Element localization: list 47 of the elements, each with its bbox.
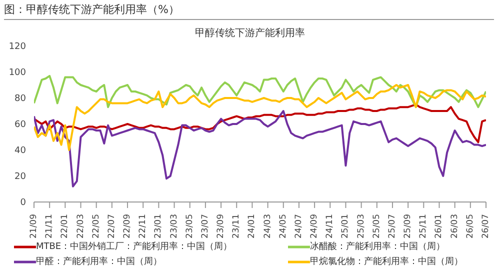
x-tick-label: 22/05: [91, 214, 102, 238]
x-tick-label: 23/07: [200, 214, 210, 238]
x-tick-label: 24/09: [310, 214, 320, 238]
y-tick-label: 20: [14, 172, 26, 182]
line-series: [34, 84, 486, 151]
x-tick-label: 22/01: [60, 214, 70, 238]
y-tick-label: 0: [20, 198, 26, 208]
x-tick-label: 26/07: [481, 214, 491, 238]
x-tick-label: 23/05: [184, 214, 195, 238]
x-tick-label: 26/05: [465, 214, 476, 238]
line-series: [34, 110, 486, 188]
x-tick-label: 25/07: [387, 214, 398, 238]
y-tick-label: 40: [14, 146, 26, 156]
legend-label: MTBE：中国外销工厂：产能利用率：中国（周）: [36, 240, 232, 253]
x-tick-label: 24/03: [262, 214, 273, 238]
chart-subtitle: 甲醇传统下游产能利用率: [194, 26, 306, 40]
x-tick-label: 23/01: [154, 214, 164, 238]
x-tick-label: 24/11: [325, 214, 336, 238]
x-tick-label: 22/03: [76, 214, 86, 238]
legend-label: 冰醋酸：产能利用率：中国（周）: [310, 240, 445, 253]
x-tick-label: 22/11: [138, 214, 148, 238]
legend-label: 甲醛：产能利用率：中国（周）: [36, 256, 162, 268]
x-tick-label: 25/05: [372, 214, 382, 238]
x-tick-label: 25/03: [356, 214, 366, 238]
y-tick-label: 60: [14, 120, 26, 130]
x-tick-label: 24/05: [278, 214, 288, 238]
x-tick-label: 22/07: [106, 214, 117, 238]
x-tick-label: 24/07: [294, 214, 304, 238]
x-tick-label: 25/11: [418, 214, 429, 238]
y-tick-label: 80: [14, 94, 26, 104]
x-tick-label: 25/01: [340, 214, 351, 238]
x-tick-label: 22/09: [122, 214, 133, 238]
x-tick-label: 23/09: [216, 214, 226, 238]
x-tick-label: 23/03: [169, 214, 180, 238]
y-tick-label: 100: [8, 68, 26, 78]
x-tick-label: 26/03: [450, 214, 460, 238]
line-series: [34, 74, 486, 108]
y-tick-label: 120: [8, 42, 26, 52]
x-tick-label: 25/09: [403, 214, 414, 238]
x-tick-label: 21/11: [44, 214, 55, 238]
line-series: [34, 104, 486, 144]
x-tick-label: 23/11: [232, 214, 242, 238]
x-tick-label: 24/01: [247, 214, 258, 238]
legend-label: 甲烷氯化物：产能利用率：中国（周）: [310, 256, 463, 268]
x-tick-label: 26/01: [434, 214, 444, 238]
x-tick-label: 21/09: [29, 214, 39, 238]
chart-title: 图：甲醇传统下游产能利用率（%）: [4, 2, 494, 20]
